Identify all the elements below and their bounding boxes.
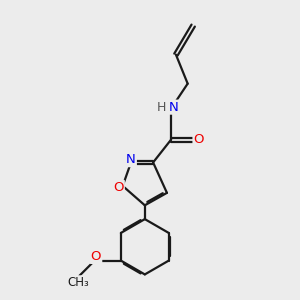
Text: N: N	[126, 153, 136, 166]
Text: N: N	[169, 100, 179, 114]
Text: O: O	[194, 133, 204, 146]
Text: H: H	[157, 100, 166, 114]
Text: CH₃: CH₃	[68, 276, 90, 289]
Text: O: O	[113, 181, 124, 194]
Text: O: O	[91, 250, 101, 263]
